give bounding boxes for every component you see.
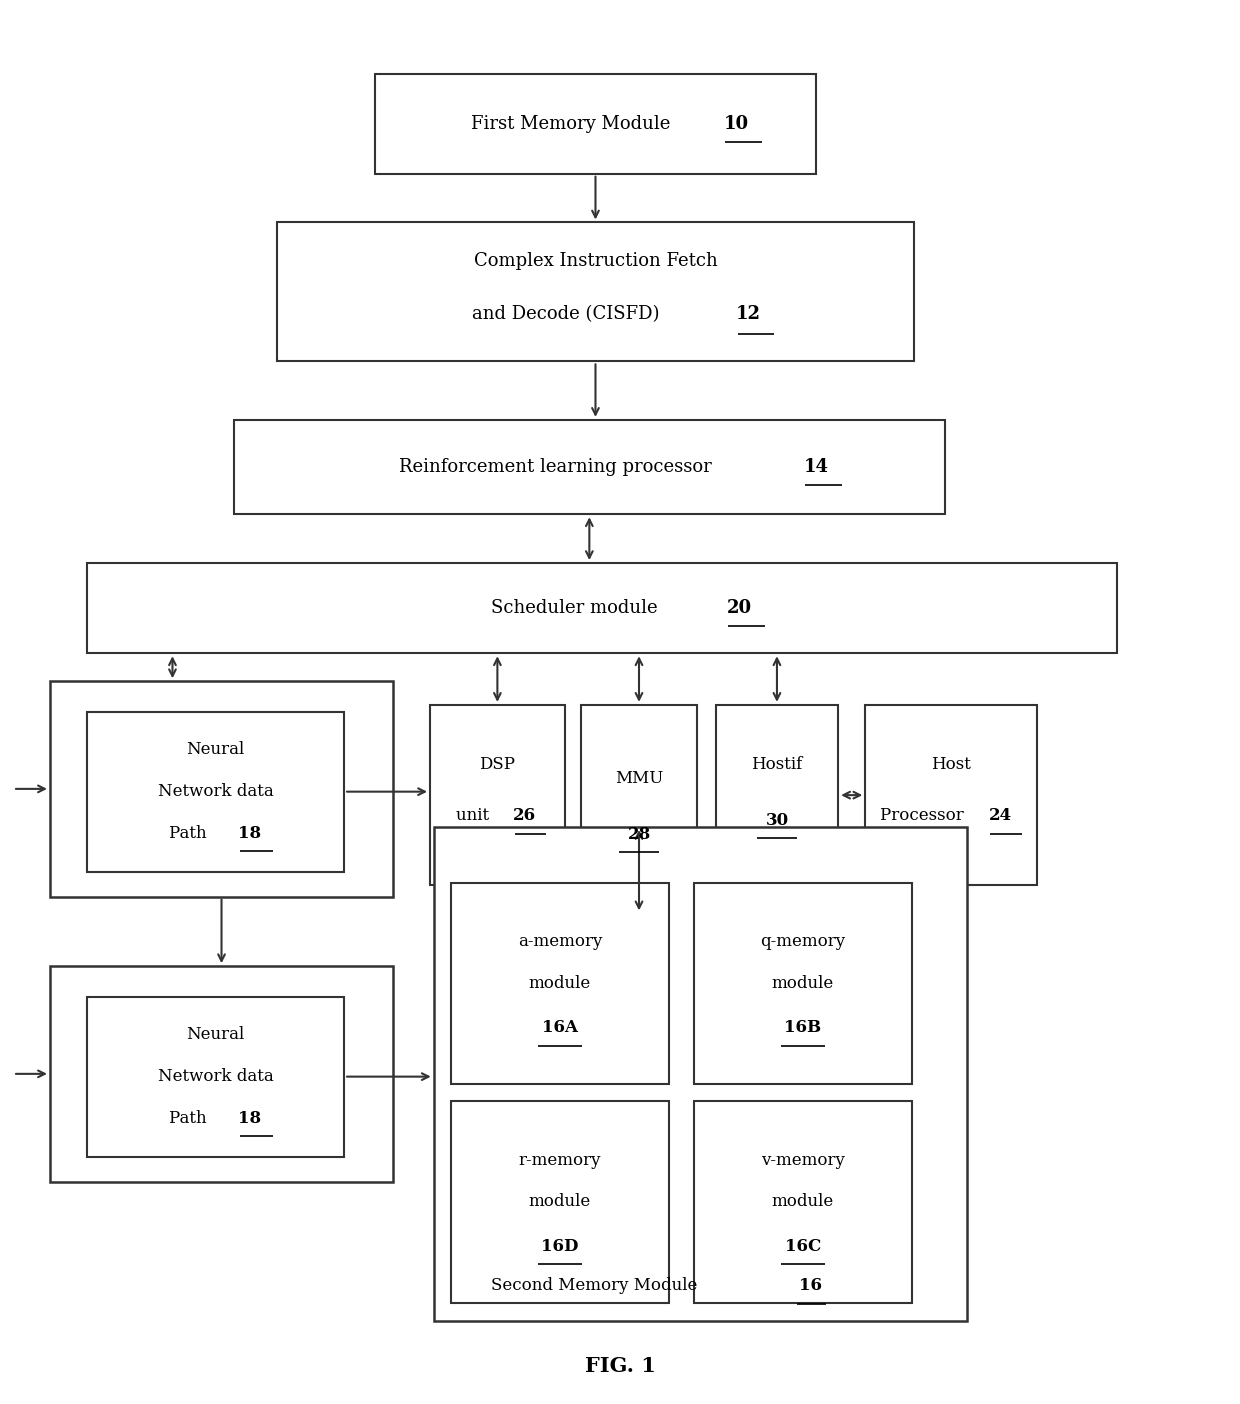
Bar [374, 73, 816, 174]
Text: 16D: 16D [541, 1238, 579, 1255]
Bar [434, 827, 967, 1321]
Bar [715, 705, 838, 886]
Text: Host: Host [931, 757, 971, 774]
Text: Network data: Network data [157, 1068, 273, 1085]
Bar [87, 712, 345, 872]
Text: DSP: DSP [480, 757, 516, 774]
Text: 20: 20 [727, 600, 751, 618]
Bar [866, 705, 1037, 886]
Text: 30: 30 [765, 812, 789, 828]
Text: q-memory: q-memory [760, 934, 846, 951]
Text: Network data: Network data [157, 783, 273, 800]
Text: 14: 14 [804, 458, 828, 476]
Text: module: module [771, 1193, 833, 1210]
Text: 12: 12 [737, 305, 761, 323]
Text: 28: 28 [627, 826, 651, 842]
Text: Complex Instruction Fetch: Complex Instruction Fetch [474, 253, 718, 271]
Text: Hostif: Hostif [751, 757, 802, 774]
Text: 16B: 16B [784, 1019, 821, 1036]
Text: MMU: MMU [615, 769, 663, 788]
Bar [580, 705, 697, 913]
Bar [430, 705, 565, 886]
Text: Path: Path [170, 826, 212, 842]
Text: module: module [528, 974, 591, 993]
Bar [277, 222, 914, 361]
Text: Processor: Processor [879, 807, 968, 824]
Text: 26: 26 [513, 807, 536, 824]
Text: r-memory: r-memory [518, 1151, 601, 1168]
Text: v-memory: v-memory [761, 1151, 844, 1168]
Bar [50, 681, 393, 897]
Bar [87, 997, 345, 1157]
Text: 16A: 16A [542, 1019, 578, 1036]
Text: 18: 18 [238, 826, 262, 842]
Text: module: module [528, 1193, 591, 1210]
Text: Reinforcement learning processor: Reinforcement learning processor [398, 458, 712, 476]
Text: 24: 24 [988, 807, 1012, 824]
Text: 18: 18 [238, 1109, 262, 1127]
Text: Path: Path [170, 1109, 212, 1127]
Text: a-memory: a-memory [518, 934, 603, 951]
Text: Second Memory Module: Second Memory Module [491, 1278, 703, 1294]
Bar [451, 883, 670, 1084]
Text: 16C: 16C [785, 1238, 821, 1255]
Text: unit: unit [456, 807, 495, 824]
Bar [693, 1101, 911, 1303]
Text: FIG. 1: FIG. 1 [584, 1356, 656, 1376]
Bar [693, 883, 911, 1084]
Text: Neural: Neural [186, 1026, 244, 1043]
Text: 16: 16 [799, 1278, 822, 1294]
Text: Scheduler module: Scheduler module [491, 600, 663, 618]
Text: First Memory Module: First Memory Module [471, 115, 676, 133]
Text: 10: 10 [724, 115, 749, 133]
Text: and Decode (CISFD): and Decode (CISFD) [472, 305, 665, 323]
Text: Neural: Neural [186, 741, 244, 758]
Text: module: module [771, 974, 833, 993]
Bar [50, 966, 393, 1182]
Bar [234, 420, 945, 514]
Bar [87, 563, 1116, 653]
Bar [451, 1101, 670, 1303]
